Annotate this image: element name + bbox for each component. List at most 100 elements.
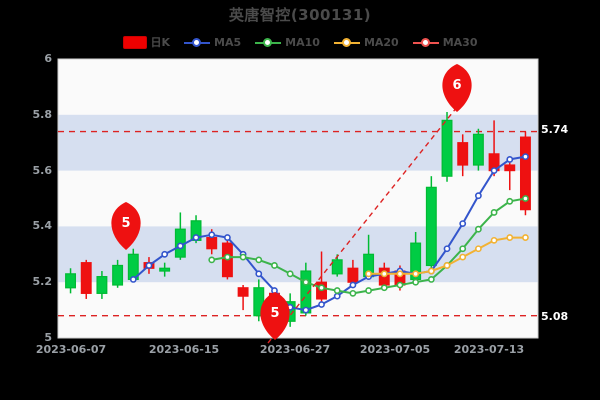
support-price: 5.08 xyxy=(541,310,569,323)
y-axis-tick: 5.4 xyxy=(32,219,53,233)
y-axis-tick: 5 xyxy=(44,331,52,344)
marker-6-top[interactable]: 6 xyxy=(442,64,472,112)
ma-point-ma10 xyxy=(427,276,435,283)
ma-series-ma20 xyxy=(365,234,529,278)
x-axis-tick: 2023-06-27 xyxy=(259,343,331,356)
candle-body[interactable] xyxy=(65,273,77,289)
marker-label: 5 xyxy=(121,216,130,231)
ma-point-ma20 xyxy=(522,234,529,241)
ma-point-ma5 xyxy=(506,156,514,163)
ma-point-ma20 xyxy=(365,270,372,278)
candle-body[interactable] xyxy=(96,276,108,294)
ma-point-ma10 xyxy=(349,289,357,297)
ma-point-ma10 xyxy=(255,256,263,264)
ma-point-ma10 xyxy=(474,225,482,233)
legend-label: MA30 xyxy=(442,35,478,49)
resistance-price: 5.74 xyxy=(541,123,569,136)
ma-point-ma20 xyxy=(427,267,435,275)
ma-point-ma20 xyxy=(506,234,514,241)
marker-balloon-shape xyxy=(442,64,472,112)
y-axis-tick: 6 xyxy=(44,52,52,65)
ma-point-ma20 xyxy=(412,270,420,278)
ma-point-ma20 xyxy=(459,253,467,261)
ma-point-ma5 xyxy=(490,167,498,174)
ma-point-ma5 xyxy=(333,292,341,300)
candle-body[interactable] xyxy=(504,164,516,172)
ma-series-ma5 xyxy=(129,153,529,314)
ma-point-ma5 xyxy=(145,262,153,269)
ma-point-ma5 xyxy=(192,234,200,241)
ma-point-ma10 xyxy=(302,278,310,286)
candle-body[interactable] xyxy=(80,262,92,294)
legend-line-swatch xyxy=(333,37,360,48)
candle-body[interactable] xyxy=(457,142,469,166)
marker-balloon-shape xyxy=(260,292,290,340)
candle-body[interactable] xyxy=(425,186,437,267)
ma-point-ma5 xyxy=(349,281,357,289)
marker-5-bottom[interactable]: 5 xyxy=(260,292,290,340)
legend-item-ma5[interactable]: MA5 xyxy=(184,36,241,49)
candle-body[interactable] xyxy=(159,267,171,272)
marker-label: 5 xyxy=(270,306,279,321)
ma-point-ma5 xyxy=(176,242,184,250)
candle-body[interactable] xyxy=(519,136,531,211)
candle-body[interactable] xyxy=(441,119,453,177)
candle-body[interactable] xyxy=(347,267,359,283)
ma-point-ma10 xyxy=(490,209,498,216)
ma-point-ma10 xyxy=(380,284,388,292)
candle-body[interactable] xyxy=(472,133,484,166)
x-axis-tick: 2023-06-07 xyxy=(35,343,107,356)
ma-point-ma20 xyxy=(474,245,482,253)
legend-line-swatch xyxy=(255,37,282,48)
ma-point-ma5 xyxy=(522,153,529,161)
ma-point-ma5 xyxy=(255,270,263,278)
ma-point-ma5 xyxy=(208,231,216,239)
ma-point-ma10 xyxy=(271,262,278,269)
ma-point-ma20 xyxy=(396,270,404,278)
ma-point-ma5 xyxy=(161,250,169,258)
chart-legend: 日K MA5 MA10 MA20 MA30 xyxy=(0,34,600,50)
ma-point-ma20 xyxy=(490,236,498,244)
ma-point-ma5 xyxy=(474,192,482,200)
legend-candle-swatch xyxy=(122,35,147,49)
ma-point-ma10 xyxy=(396,281,404,289)
legend-item-ma20[interactable]: MA20 xyxy=(333,35,399,49)
candle-body[interactable] xyxy=(237,287,249,297)
marker-label: 6 xyxy=(452,78,461,93)
marker-5-left[interactable]: 5 xyxy=(111,202,141,250)
y-axis-tick: 5.8 xyxy=(32,107,53,121)
candle-body[interactable] xyxy=(331,259,343,275)
ma-point-ma20 xyxy=(380,270,388,278)
ma-point-ma10 xyxy=(208,256,216,264)
legend-label: MA20 xyxy=(363,35,399,49)
legend-line-swatch xyxy=(412,37,439,48)
ma-point-ma5 xyxy=(318,301,325,308)
ma-point-ma10 xyxy=(224,253,231,261)
ma-point-ma5 xyxy=(459,220,467,228)
x-axis-tick: 2023-06-15 xyxy=(148,343,220,356)
ma-point-ma10 xyxy=(239,253,247,261)
ma-point-ma5 xyxy=(224,234,231,241)
candle-body[interactable] xyxy=(112,264,124,286)
ma-point-ma20 xyxy=(443,262,451,269)
ma-point-ma5 xyxy=(302,306,310,314)
ma-point-ma10 xyxy=(506,197,514,205)
plot-border xyxy=(57,58,539,339)
candle-body[interactable] xyxy=(206,236,218,250)
ma-point-ma10 xyxy=(333,287,341,294)
legend-line-swatch xyxy=(184,37,211,48)
x-axis-tick: 2023-07-05 xyxy=(359,343,431,356)
marker-balloon-shape xyxy=(111,202,141,250)
ma-point-ma10 xyxy=(522,195,529,202)
legend-label: MA10 xyxy=(285,35,320,49)
ma-point-ma5 xyxy=(443,245,451,253)
ma-point-ma10 xyxy=(459,245,467,253)
legend-label: MA5 xyxy=(214,35,242,49)
legend-item-ma10[interactable]: MA10 xyxy=(255,36,320,49)
legend-item-ma30[interactable]: MA30 xyxy=(412,35,478,49)
legend-item-k[interactable]: 日K xyxy=(122,34,170,50)
ma-point-ma10 xyxy=(365,287,372,294)
ma-point-ma10 xyxy=(412,278,420,286)
